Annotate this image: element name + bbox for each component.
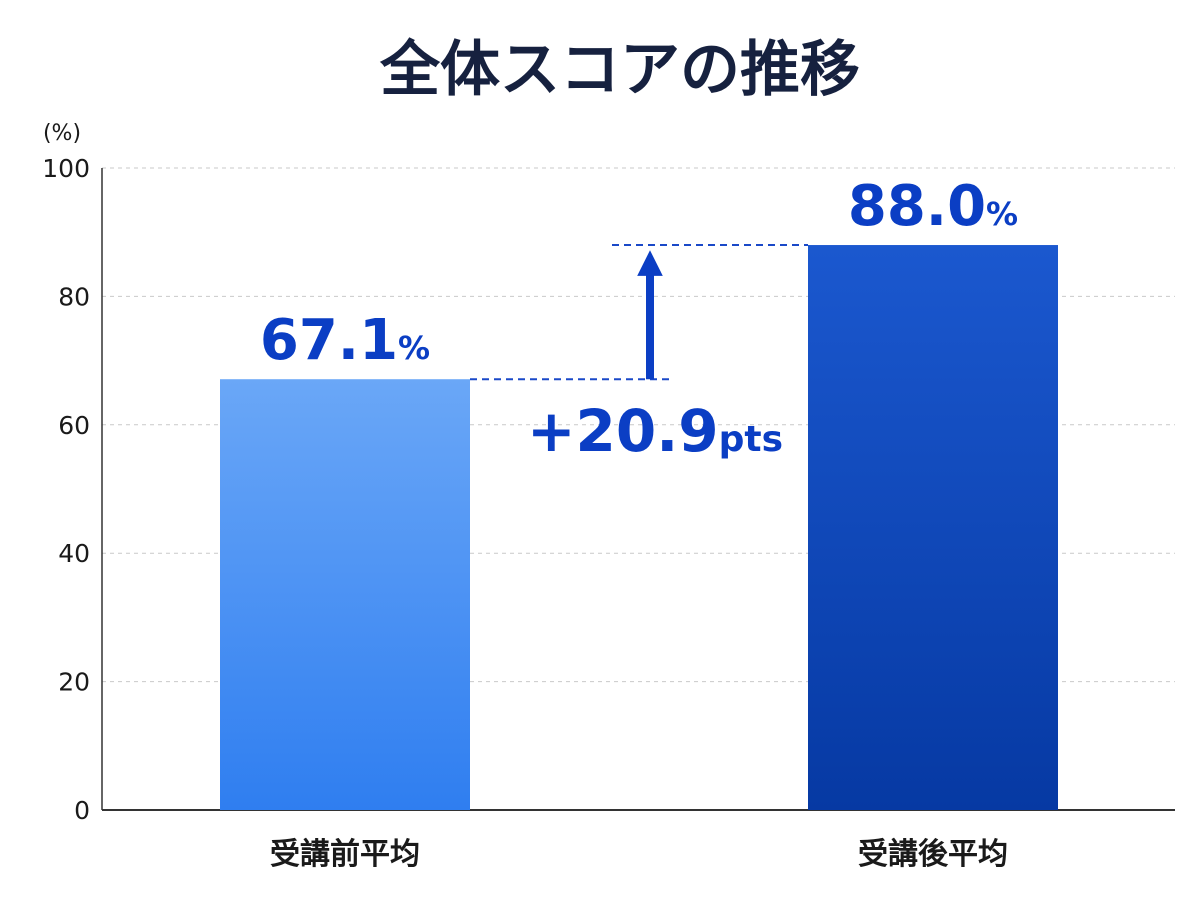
y-tick-label: 20 <box>58 668 90 697</box>
chart-title: 全体スコアの推移 <box>379 35 860 105</box>
y-axis-unit-label: (%) <box>43 121 81 146</box>
y-tick-label: 40 <box>58 539 90 568</box>
value-suffix-before: % <box>398 329 430 367</box>
difference-value: +20.9 <box>527 397 719 465</box>
bar-after-average <box>808 245 1058 811</box>
value-number-before: 67.1 <box>260 308 398 373</box>
y-tick-label: 0 <box>74 796 90 825</box>
y-tick-label: 80 <box>58 282 90 311</box>
value-suffix-after: % <box>986 195 1018 233</box>
y-axis-ticks: 0 20 40 60 80 100 <box>42 154 90 825</box>
category-label-before: 受講前平均 <box>270 837 420 872</box>
y-tick-label: 100 <box>42 154 90 183</box>
difference-unit: pts <box>719 419 783 460</box>
difference-annotation: +20.9pts <box>527 397 783 465</box>
value-number-after: 88.0 <box>848 174 986 239</box>
category-label-after: 受講後平均 <box>858 837 1008 872</box>
bar-before-average <box>220 379 470 810</box>
value-label-after: 88.0% <box>848 174 1018 239</box>
y-tick-label: 60 <box>58 411 90 440</box>
value-label-before: 67.1% <box>260 308 430 373</box>
